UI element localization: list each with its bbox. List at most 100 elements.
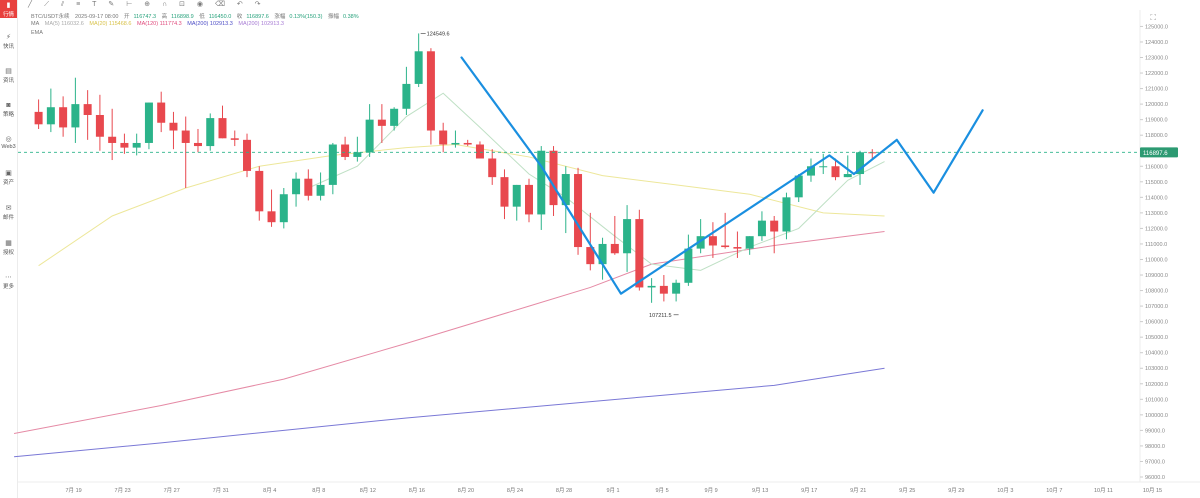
eye-tool-icon[interactable]: ◉ <box>196 1 204 8</box>
more-icon: ⋯ <box>5 274 12 281</box>
undo-icon[interactable]: ↶ <box>236 1 243 8</box>
x-tick-label: 10月 15 <box>1143 487 1162 494</box>
ma-legend[interactable]: MA MA(5) 116032.6 MA(20) 115468.6 MA(120… <box>31 21 288 27</box>
y-tick-label: 114000.0 <box>1145 195 1168 201</box>
y-tick-label: 99000.0 <box>1145 428 1165 434</box>
sidebar-item-mail[interactable]: ✉ 邮件 <box>0 205 17 221</box>
sidebar-item-market[interactable]: ▮ 行情 <box>0 0 17 18</box>
candle-body <box>561 174 570 206</box>
y-tick-label: 109000.0 <box>1145 273 1168 279</box>
sidebar-item-assets[interactable]: ▣ 资产 <box>0 170 17 186</box>
change-label: 涨幅 <box>274 14 286 20</box>
candle-body <box>586 247 595 265</box>
candle-body <box>696 236 705 249</box>
candle-body <box>819 166 828 168</box>
y-tick-label: 97000.0 <box>1145 459 1165 465</box>
candle-body <box>500 177 509 207</box>
lock-tool-icon[interactable]: ⊡ <box>179 1 185 8</box>
candle-body <box>144 102 153 143</box>
candle-body <box>304 178 313 196</box>
y-tick-label: 120000.0 <box>1145 102 1168 108</box>
candle-body <box>463 142 472 145</box>
candle-body <box>414 51 423 84</box>
sidebar-item-label: Web3 <box>1 144 16 150</box>
x-tick-label: 10月 11 <box>1094 487 1113 494</box>
news-icon: ▤ <box>5 68 12 75</box>
y-tick-label: 112000.0 <box>1145 226 1168 232</box>
sidebar-item-strategy[interactable]: ◙ 策略 <box>0 102 17 118</box>
ma200-value: MA(200) 102913.3 <box>187 21 233 27</box>
zoom-tool-icon[interactable]: ⊕ <box>144 1 151 8</box>
candle-body <box>451 142 460 145</box>
candle-body <box>733 247 742 249</box>
symbol-label: BTC/USDT永续 <box>31 14 70 20</box>
y-tick-label: 116000.0 <box>1145 164 1168 170</box>
text-tool-icon[interactable]: T <box>92 1 97 8</box>
x-tick-label: 8月 12 <box>360 487 376 494</box>
x-tick-label: 9月 9 <box>705 487 718 494</box>
y-tick-label: 118000.0 <box>1145 133 1168 139</box>
x-tick-label: 8月 16 <box>409 487 425 494</box>
ray-tool-icon[interactable]: ⟋ <box>44 1 50 8</box>
candle-body <box>721 245 730 248</box>
chart-settings-icon[interactable]: ⛶ <box>1150 13 1156 22</box>
candle-body <box>169 122 178 131</box>
x-tick-label: 9月 21 <box>850 487 866 494</box>
sidebar-item-flash[interactable]: ⚡ 快讯 <box>0 34 17 50</box>
candle-body <box>574 174 583 248</box>
ma20-value: MA(20) 115468.6 <box>89 21 132 27</box>
sidebar-item-authorize[interactable]: ▦ 授权 <box>0 240 17 256</box>
close-label: 收 <box>236 14 243 20</box>
candle-body <box>745 236 754 249</box>
candle-body <box>255 170 264 212</box>
high-price-label: 124549.6 <box>427 31 450 37</box>
candle-body <box>83 104 92 115</box>
ma-line <box>14 367 885 458</box>
sidebar-item-label: 快讯 <box>2 44 14 50</box>
candle-body <box>292 178 301 195</box>
candle-body <box>488 158 497 178</box>
sidebar-item-news[interactable]: ▤ 资讯 <box>0 68 17 84</box>
trash-tool-icon[interactable]: ⌫ <box>214 1 225 8</box>
sidebar-item-web3[interactable]: ◎ Web3 <box>0 136 17 150</box>
line-tool-icon[interactable]: ╱ <box>28 1 33 8</box>
measure-tool-icon[interactable]: ⊢ <box>126 1 133 8</box>
amplitude-label: 振幅 <box>327 14 339 20</box>
y-tick-label: 101000.0 <box>1145 397 1168 403</box>
candle-body <box>598 243 607 265</box>
brush-tool-icon[interactable]: ✎ <box>108 1 115 8</box>
candle-body <box>794 175 803 198</box>
candle-body <box>856 152 865 175</box>
candle-body <box>426 51 435 131</box>
fib-tool-icon[interactable]: ≡ <box>76 1 81 8</box>
magnet-tool-icon[interactable]: ∩ <box>162 1 168 8</box>
y-tick-label: 103000.0 <box>1145 366 1168 372</box>
x-tick-label: 8月 20 <box>458 487 474 494</box>
y-tick-label: 100000.0 <box>1145 413 1168 419</box>
amplitude-value: 0.38% <box>342 14 359 20</box>
candle-body <box>71 104 80 128</box>
candle-body <box>635 219 644 288</box>
y-tick-label: 124000.0 <box>1145 40 1168 46</box>
x-tick-label: 10月 3 <box>997 487 1013 494</box>
open-label: 开 <box>124 14 130 20</box>
x-tick-label: 7月 23 <box>115 487 131 494</box>
open-value: 116747.3 <box>133 14 157 20</box>
sidebar-item-more[interactable]: ⋯ 更多 <box>0 274 17 290</box>
y-tick-label: 119000.0 <box>1145 118 1168 124</box>
y-tick-label: 111000.0 <box>1145 242 1167 248</box>
candle-body <box>782 197 791 232</box>
candlestick-icon: ▮ <box>6 2 11 9</box>
x-tick-label: 9月 25 <box>899 487 915 494</box>
sidebar: ▮ 行情 ⚡ 快讯 ▤ 资讯 ◙ 策略 ◎ Web3 ▣ 资产 ✉ 邮件 ▦ 授… <box>0 0 18 498</box>
high-label: 高 <box>161 14 168 20</box>
candle-body <box>439 130 448 145</box>
channel-tool-icon[interactable]: ⫽ <box>61 1 65 8</box>
current-price-badge <box>1140 147 1178 158</box>
redo-icon[interactable]: ↷ <box>254 1 261 8</box>
y-tick-label: 105000.0 <box>1145 335 1168 341</box>
sidebar-item-label: 资讯 <box>2 78 14 84</box>
ema-legend[interactable]: EMA <box>31 30 47 36</box>
candle-body <box>108 136 117 143</box>
